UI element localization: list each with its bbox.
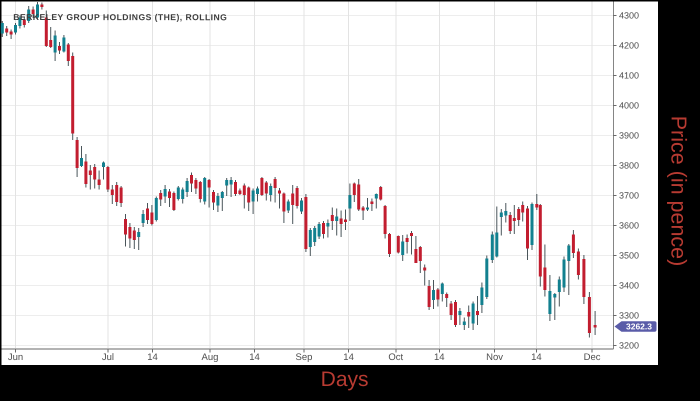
svg-text:Aug: Aug bbox=[202, 352, 219, 363]
svg-text:3900: 3900 bbox=[619, 131, 639, 141]
svg-text:3800: 3800 bbox=[619, 161, 639, 171]
svg-text:4200: 4200 bbox=[619, 41, 639, 51]
svg-text:3400: 3400 bbox=[619, 281, 639, 291]
svg-text:14: 14 bbox=[343, 352, 354, 363]
svg-text:14: 14 bbox=[434, 352, 445, 363]
svg-text:Oct: Oct bbox=[388, 352, 403, 363]
svg-text:3200: 3200 bbox=[619, 341, 639, 351]
svg-text:Jun: Jun bbox=[8, 352, 23, 363]
svg-text:3700: 3700 bbox=[619, 191, 639, 201]
svg-text:Price (in pence): Price (in pence) bbox=[666, 116, 690, 267]
svg-text:4100: 4100 bbox=[619, 71, 639, 81]
svg-text:3262.3: 3262.3 bbox=[626, 321, 652, 331]
svg-text:3300: 3300 bbox=[619, 311, 639, 321]
svg-text:4000: 4000 bbox=[619, 101, 639, 111]
svg-text:Days: Days bbox=[321, 368, 369, 391]
svg-text:BERKELEY GROUP HOLDINGS (THE),: BERKELEY GROUP HOLDINGS (THE), ROLLING bbox=[13, 12, 227, 22]
svg-text:4300: 4300 bbox=[619, 11, 639, 21]
svg-text:Sep: Sep bbox=[296, 352, 313, 363]
svg-text:14: 14 bbox=[249, 352, 260, 363]
svg-text:Dec: Dec bbox=[584, 352, 601, 363]
svg-text:14: 14 bbox=[147, 352, 158, 363]
svg-text:14: 14 bbox=[531, 352, 542, 363]
svg-text:Jul: Jul bbox=[102, 352, 114, 363]
svg-text:3600: 3600 bbox=[619, 221, 639, 231]
svg-text:Nov: Nov bbox=[486, 352, 503, 363]
svg-text:3500: 3500 bbox=[619, 251, 639, 261]
